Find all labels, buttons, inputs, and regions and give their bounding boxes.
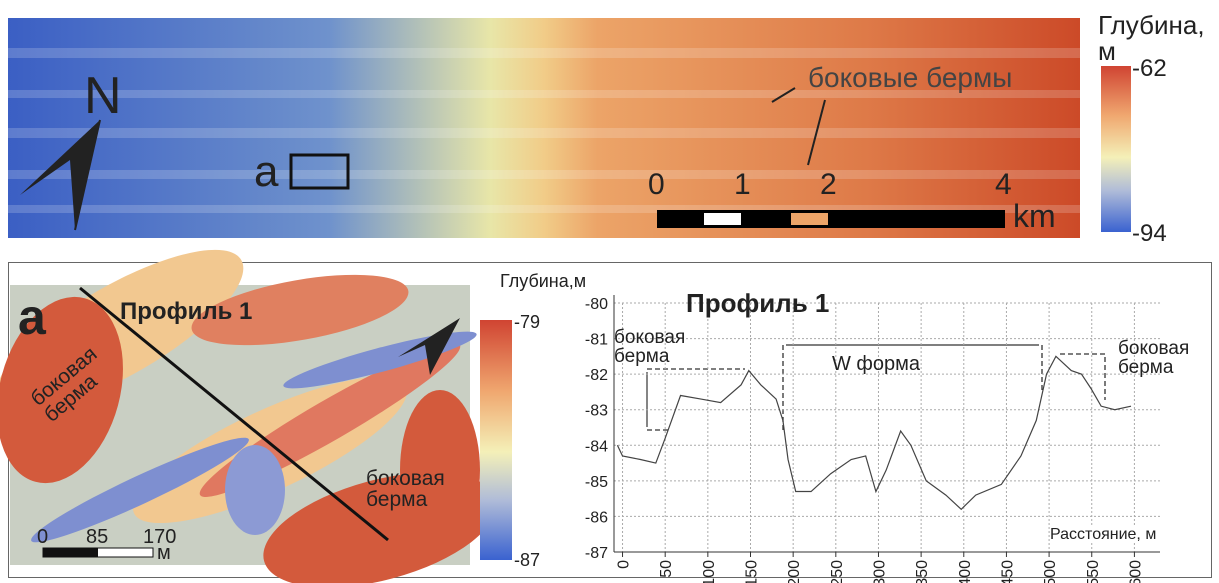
y-tick-label: -83 [585,403,608,420]
y-tick-label: -81 [585,332,608,349]
scale-label: 2 [820,170,837,200]
y-tick-label: -86 [585,509,608,526]
y-tick-label: -82 [585,367,608,384]
scale-unit: м [157,543,171,563]
scale-bar-segment [704,213,741,225]
y-tick-label: -80 [585,296,608,313]
inset-label: а [18,292,46,342]
chart-title: Профиль 1 [686,290,829,316]
scale-label: 0 [648,170,665,200]
colorbar-min: -87 [514,551,540,569]
x-tick-label: 450 [999,560,1016,583]
scale-bar-segment [791,213,828,225]
x-tick-label: 50 [658,560,675,578]
x-tick-label: 600 [1127,560,1144,583]
profile-line [617,356,1131,509]
y-axis-label: Глубина,м [500,272,586,290]
x-tick-label: 300 [871,560,888,583]
y-tick-label: -87 [585,545,608,562]
scale-label: 4 [995,170,1012,200]
x-tick-label: 250 [829,560,846,583]
annotation: боковая берма [1118,339,1213,377]
y-tick-label: -85 [585,474,608,491]
x-tick-label: 550 [1085,560,1102,583]
inset-label: a [254,150,278,194]
inset-title: Профиль 1 [120,300,252,324]
annotation: боковые бермы [808,64,1012,92]
x-tick-label: 0 [616,560,633,569]
figure-svg: -80-81-82-83-84-85-86-870501001502002503… [0,0,1219,583]
x-tick-label: 100 [701,560,718,583]
colorbar-max: -79 [514,313,540,331]
colorbar-min: -94 [1132,222,1167,246]
x-tick-label: 500 [1042,560,1059,583]
y-tick-label: -84 [585,438,608,455]
scale-label: 1 [734,170,751,200]
scale-label: 0 [37,527,48,547]
x-tick-label: 200 [786,560,803,583]
x-tick-label: 350 [914,560,931,583]
colorbar [480,320,512,560]
x-axis-label: Расстояние, м [1050,527,1156,543]
colorbar-max: -62 [1132,57,1167,81]
colorbar [1101,66,1131,232]
x-tick-label: 150 [744,560,761,583]
x-tick-label: 400 [957,560,974,583]
scale-label: 85 [86,527,108,547]
north-label: N [84,70,122,122]
figure: -80-81-82-83-84-85-86-870501001502002503… [0,0,1219,583]
annotation: боковая берма [366,468,461,510]
annotation: боковая берма [614,328,694,366]
annotation: W форма [832,354,920,374]
scale-unit: km [1013,200,1056,232]
